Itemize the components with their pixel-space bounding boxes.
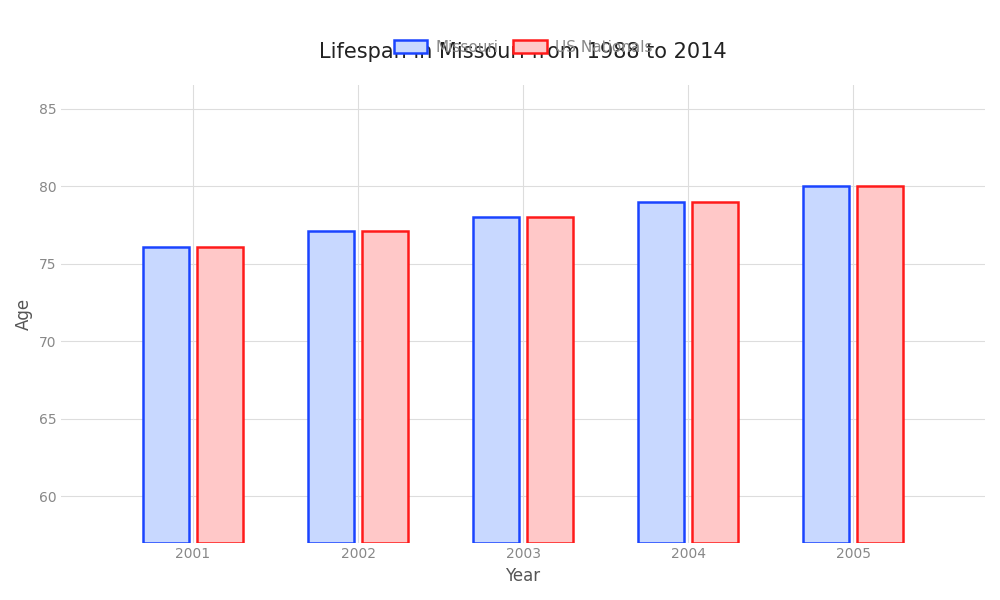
Bar [857, 186, 903, 542]
Bar [143, 247, 189, 542]
Bar [197, 247, 243, 542]
Bar [692, 202, 738, 542]
Bar [362, 231, 408, 542]
Bar [803, 186, 849, 542]
Legend: Missouri, US Nationals: Missouri, US Nationals [388, 34, 658, 61]
Bar [638, 202, 684, 542]
Title: Lifespan in Missouri from 1988 to 2014: Lifespan in Missouri from 1988 to 2014 [319, 41, 727, 62]
X-axis label: Year: Year [505, 567, 541, 585]
Bar [527, 217, 573, 542]
Bar [308, 231, 354, 542]
Y-axis label: Age: Age [15, 298, 33, 330]
Bar [473, 217, 519, 542]
